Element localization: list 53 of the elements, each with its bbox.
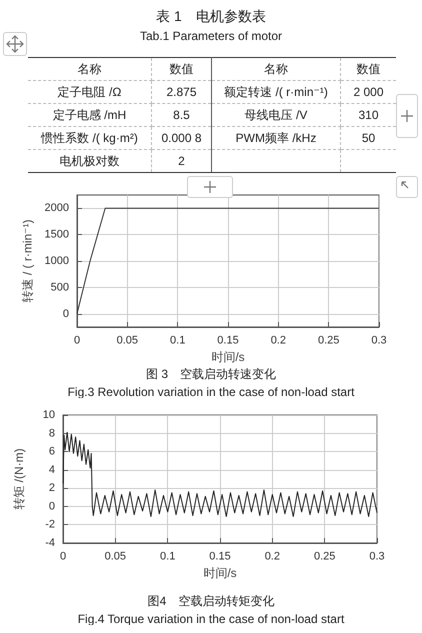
x-tick-label: 0.3	[369, 550, 385, 562]
x-tick-label: 0.3	[371, 334, 387, 346]
x-tick-label: 0.25	[314, 550, 336, 562]
x-tick-label: 0.05	[104, 550, 126, 562]
y-tick-label: 4	[48, 464, 55, 476]
text: 310	[340, 104, 396, 126]
x-tick-label: 0.05	[116, 334, 138, 346]
text: 50	[340, 126, 396, 150]
text: 0.000 8	[152, 126, 212, 150]
text: 表 1 电机参数表	[155, 8, 267, 26]
y-tick-label: -2	[45, 518, 55, 531]
y-tick-label: 500	[50, 281, 69, 294]
y-axis-title: 转矩 /(N·m)	[12, 448, 26, 510]
x-tick-label: 0.1	[170, 334, 186, 346]
text: PWM频率 /kHz	[212, 126, 340, 150]
text: 8.5	[152, 104, 212, 126]
x-axis-title: 时间/s	[203, 566, 237, 580]
x-tick-label: 0.15	[217, 334, 239, 346]
text: 数值	[152, 58, 212, 80]
y-tick-label: -4	[45, 537, 55, 549]
text: 2 000	[340, 80, 396, 104]
x-tick-label: 0.2	[264, 550, 280, 562]
text: 惯性系数 /( kg·m²)	[28, 126, 152, 150]
text: 名称	[28, 58, 152, 80]
y-tick-label: 8	[48, 427, 55, 440]
text: 数值	[340, 58, 396, 80]
x-tick-label: 0.25	[318, 334, 340, 346]
y-tick-label: 0	[62, 308, 69, 320]
x-tick-label: 0.15	[209, 550, 231, 562]
text: 图4 空载启动转矩变化	[148, 594, 274, 608]
text: 电机极对数	[28, 150, 152, 172]
text: 2	[152, 150, 212, 172]
text: 2.875	[152, 80, 212, 104]
text: 定子电感 /mH	[28, 104, 152, 126]
text: 名称	[212, 58, 340, 80]
y-axis-title: 转速 / ( r·min⁻¹)	[20, 220, 35, 302]
y-tick-label: 2	[48, 482, 55, 494]
text: 定子电阻 /Ω	[28, 80, 152, 104]
text: 母线电压 /V	[212, 104, 340, 126]
y-tick-label: 1500	[44, 228, 69, 241]
text: Tab.1 Parameters of motor	[138, 29, 284, 43]
y-tick-label: 6	[48, 446, 55, 458]
y-tick-label: 10	[42, 409, 55, 421]
x-tick-label: 0	[74, 334, 80, 346]
y-tick-label: 2000	[44, 202, 69, 214]
x-tick-label: 0.1	[160, 550, 176, 562]
line-series	[62, 432, 378, 517]
y-tick-label: 0	[48, 500, 55, 512]
text: 额定转速 /( r·min⁻¹)	[212, 80, 340, 104]
x-axis-title: 时间/s	[211, 350, 245, 364]
y-tick-label: 1000	[44, 255, 69, 267]
text: 图 3 空载启动转速变化	[146, 367, 276, 381]
x-tick-label: 0.2	[270, 334, 286, 346]
